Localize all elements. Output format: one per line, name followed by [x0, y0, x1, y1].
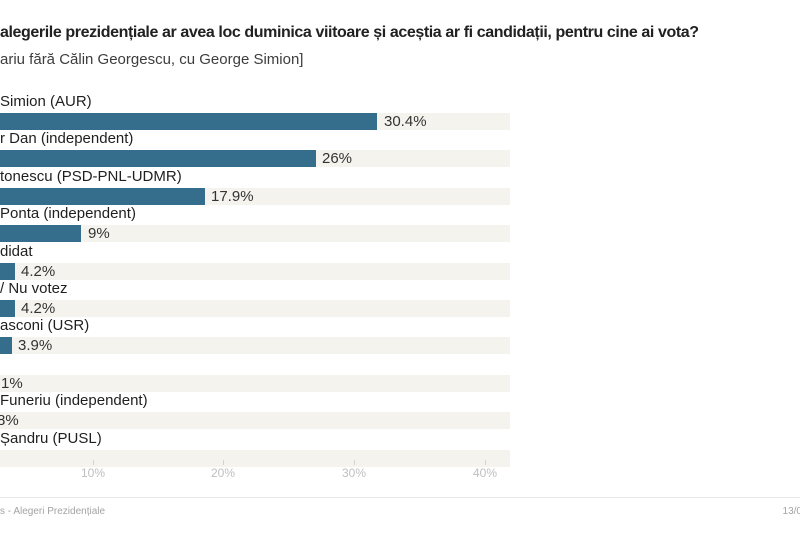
bar [0, 113, 377, 130]
table-row: Funeriu (independent) 8% [0, 393, 800, 430]
bar-label: Funeriu (independent) [0, 392, 148, 410]
bar-label: r Dan (independent) [0, 130, 134, 148]
bar [0, 299, 15, 317]
table-row: didat 4.2% [0, 242, 800, 281]
bar-track: 8% [0, 412, 510, 430]
bar-track: 26% [0, 150, 510, 168]
bar-track: 4.2% [0, 262, 510, 280]
bar-track: 3.9% [0, 337, 510, 355]
x-tick-mark [485, 460, 486, 465]
bar-value-label: 26% [322, 150, 353, 168]
page-subtitle: ariu fără Călin Georgescu, cu George Sim… [0, 51, 304, 68]
table-row: Ponta (independent) 9% [0, 206, 800, 243]
table-row: / Nu votez 4.2% [0, 279, 800, 318]
x-tick-label: 40% [472, 466, 498, 480]
table-row: r Dan (independent) 26% [0, 131, 800, 168]
bar-value-label: 30.4% [384, 113, 427, 130]
bar-track: 17.9% [0, 187, 510, 205]
table-row: 1% [0, 356, 800, 393]
bar-track: 9% [0, 225, 510, 243]
bar-label: Ponta (independent) [0, 205, 136, 223]
bar-value-label: 1% [1, 374, 23, 392]
x-axis: 10% 20% 30% 40% [0, 460, 800, 486]
bar [0, 337, 12, 355]
footer: s - Alegeri Prezidențiale 13/0 [0, 506, 800, 522]
x-tick-label: 30% [341, 466, 367, 480]
bar [0, 225, 81, 243]
table-row: Simion (AUR) 30.4% [0, 94, 800, 131]
footer-date: 13/0 [782, 506, 800, 517]
bar-label: asconi (USR) [0, 317, 90, 335]
table-row: Șandru (PUSL) [0, 429, 800, 468]
bar [0, 187, 205, 205]
bar-value-label: 4.2% [21, 299, 56, 317]
x-tick-label: 10% [80, 466, 106, 480]
bar-track [0, 449, 510, 467]
footer-source: s - Alegeri Prezidențiale [0, 506, 106, 517]
bar-chart: Simion (AUR) 30.4% r Dan (independent) 2… [0, 94, 800, 468]
bar-track: 30.4% [0, 113, 510, 130]
bar-value-label: 8% [0, 412, 19, 430]
bar-value-label: 4.2% [21, 262, 56, 280]
bar-track: 4.2% [0, 299, 510, 317]
bar-label: tonescu (PSD-PNL-UDMR) [0, 167, 182, 185]
x-tick-mark [93, 460, 94, 465]
bar-label [0, 356, 800, 375]
bar-label: / Nu votez [0, 279, 68, 297]
page-title: alegerile prezidențiale ar avea loc dumi… [0, 24, 699, 41]
bar-value-label: 17.9% [211, 187, 254, 205]
bar [0, 262, 15, 280]
x-tick-label: 20% [210, 466, 236, 480]
bar [0, 150, 316, 168]
x-tick-mark [223, 460, 224, 465]
bar-label: Șandru (PUSL) [0, 429, 102, 447]
x-tick-mark [354, 460, 355, 465]
footer-divider [0, 497, 800, 498]
bar-value-label: 9% [88, 225, 110, 243]
bar-label: didat [0, 242, 33, 260]
bar-label: Simion (AUR) [0, 93, 92, 110]
table-row: asconi (USR) 3.9% [0, 318, 800, 355]
bar-value-label: 3.9% [18, 337, 53, 355]
bar-track: 1% [0, 374, 510, 392]
table-row: tonescu (PSD-PNL-UDMR) 17.9% [0, 167, 800, 206]
